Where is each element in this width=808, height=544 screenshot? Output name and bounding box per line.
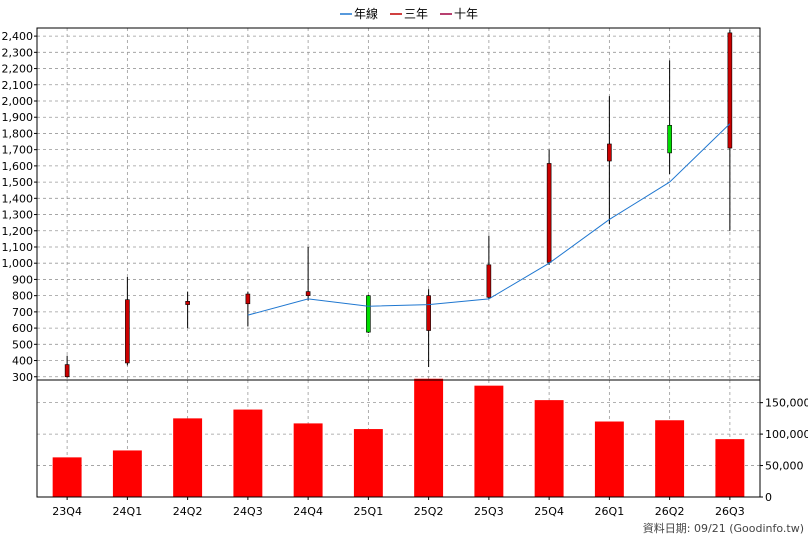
volume-y-axis: 0 50,000 100,000 150,000 <box>760 397 808 504</box>
legend-label: 年線 <box>354 6 378 21</box>
price-tick-label: 1,700 <box>2 144 34 157</box>
candle-body <box>667 125 672 154</box>
price-y-axis: 300 400 500 600 700 800 900 1,000 1,100 1,200 1,30… <box>2 30 37 384</box>
price-grid <box>37 28 760 380</box>
price-tick-label: 700 <box>12 306 33 319</box>
volume-bar <box>594 421 624 497</box>
volume-bar <box>655 420 685 497</box>
volume-bar <box>112 450 142 497</box>
volume-grid <box>37 380 760 498</box>
price-tick-label: 900 <box>12 273 33 286</box>
candle-body <box>125 299 130 364</box>
candle-body <box>727 32 733 149</box>
candle-body <box>64 364 70 378</box>
volume-bar <box>293 423 323 497</box>
price-tick-label: 600 <box>12 322 33 335</box>
price-tick-label: 1,200 <box>2 225 34 238</box>
volume-bars <box>52 378 745 497</box>
x-tick-label: 25Q3 <box>474 505 504 518</box>
volume-bar <box>173 418 203 497</box>
volume-bar <box>534 400 564 497</box>
candle-body <box>426 295 431 331</box>
annual-line <box>247 123 731 316</box>
volume-bar <box>414 378 444 497</box>
volume-bar <box>353 429 383 497</box>
x-axis: 23Q4 24Q1 24Q2 24Q3 24Q4 25Q1 25Q2 25Q3 25Q4 26Q1… <box>52 497 745 518</box>
volume-tick-label: 50,000 <box>765 460 804 473</box>
price-tick-label: 1,500 <box>2 176 34 189</box>
price-tick-label: 1,900 <box>2 111 34 124</box>
x-tick-label: 23Q4 <box>52 505 82 518</box>
candle-body <box>245 293 251 305</box>
price-tick-label: 2,100 <box>2 79 34 92</box>
x-tick-label: 24Q4 <box>293 505 323 518</box>
volume-bar <box>715 439 745 497</box>
candle-body <box>607 143 612 162</box>
price-tick-label: 1,400 <box>2 192 34 205</box>
legend-label: 三年 <box>404 7 428 21</box>
x-tick-label: 26Q2 <box>655 505 685 518</box>
x-tick-label: 25Q1 <box>354 505 384 518</box>
candle-body <box>486 264 492 298</box>
x-tick-label: 24Q1 <box>113 505 143 518</box>
price-tick-label: 2,000 <box>2 95 34 108</box>
candle-body <box>185 301 190 305</box>
price-tick-label: 1,300 <box>2 209 34 222</box>
price-tick-label: 1,600 <box>2 160 34 173</box>
volume-tick-label: 0 <box>765 491 772 504</box>
x-tick-label: 26Q1 <box>595 505 625 518</box>
candle-body <box>546 163 552 263</box>
candlesticks <box>64 29 733 378</box>
price-tick-label: 2,400 <box>2 30 34 43</box>
volume-tick-label: 100,000 <box>765 428 808 441</box>
source-label: 資料日期: 09/21 (Goodinfo.tw) <box>643 521 804 535</box>
price-tick-label: 2,200 <box>2 63 34 76</box>
price-panel-frame <box>36 27 761 381</box>
x-tick-label: 24Q2 <box>173 505 203 518</box>
price-tick-label: 800 <box>12 290 33 303</box>
price-tick-label: 500 <box>12 338 33 351</box>
x-tick-label: 26Q3 <box>715 505 745 518</box>
volume-bar <box>474 385 504 497</box>
candle-body <box>366 295 371 333</box>
legend-label: 十年 <box>454 7 478 21</box>
annual-line-path <box>247 123 731 316</box>
legend: 年線 三年 十年 <box>340 6 478 21</box>
x-tick-label: 25Q4 <box>534 505 564 518</box>
x-tick-label: 25Q2 <box>414 505 444 518</box>
price-tick-label: 400 <box>12 355 33 368</box>
plot-frames <box>36 27 761 498</box>
volume-panel-frame <box>36 379 761 498</box>
price-tick-label: 1,800 <box>2 127 34 140</box>
volume-bar <box>52 457 82 497</box>
price-tick-label: 2,300 <box>2 46 34 59</box>
candle-body <box>305 291 311 296</box>
volume-tick-label: 150,000 <box>765 397 808 410</box>
x-tick-label: 24Q3 <box>233 505 263 518</box>
price-tick-label: 300 <box>12 371 33 384</box>
price-tick-label: 1,100 <box>2 241 34 254</box>
volume-bar <box>233 409 263 497</box>
price-tick-label: 1,000 <box>2 257 34 270</box>
